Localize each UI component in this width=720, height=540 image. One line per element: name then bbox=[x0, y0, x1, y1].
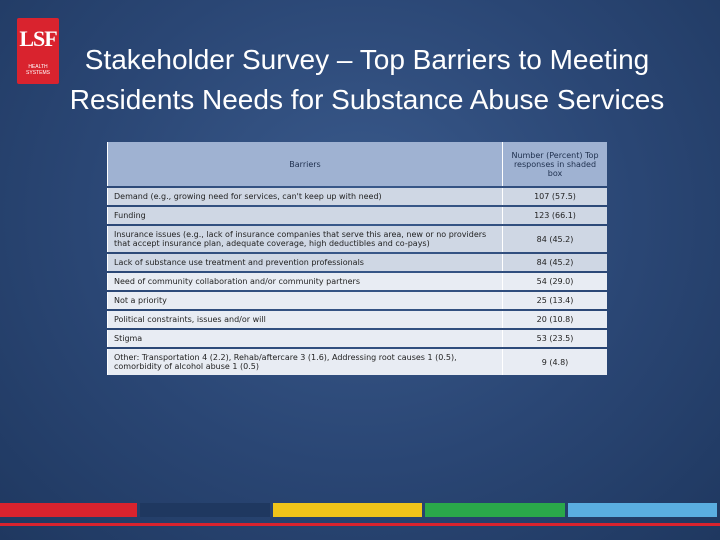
barrier-cell: Not a priority bbox=[107, 292, 502, 309]
value-cell: 84 (45.2) bbox=[502, 254, 607, 271]
value-cell: 53 (23.5) bbox=[502, 330, 607, 347]
value-cell: 54 (29.0) bbox=[502, 273, 607, 290]
slide-title: Stakeholder Survey – Top Barriers to Mee… bbox=[69, 44, 665, 115]
table-row: Political constraints, issues and/or wil… bbox=[107, 311, 607, 328]
footer-color-segment bbox=[140, 503, 270, 517]
barrier-cell: Stigma bbox=[107, 330, 502, 347]
barrier-cell: Insurance issues (e.g., lack of insuranc… bbox=[107, 226, 502, 252]
barriers-table: Barriers Number (Percent) Top responses … bbox=[107, 140, 607, 377]
footer-color-bar bbox=[0, 503, 720, 521]
table-row: Need of community collaboration and/or c… bbox=[107, 273, 607, 290]
table-row: Not a priority 25 (13.4) bbox=[107, 292, 607, 309]
organization-logo: LSF HEALTH SYSTEMS bbox=[17, 18, 59, 84]
table-row: Insurance issues (e.g., lack of insuranc… bbox=[107, 226, 607, 252]
value-cell: 9 (4.8) bbox=[502, 349, 607, 375]
footer-color-segment bbox=[272, 503, 423, 517]
value-cell: 25 (13.4) bbox=[502, 292, 607, 309]
header-barriers: Barriers bbox=[107, 142, 502, 186]
barrier-cell: Other: Transportation 4 (2.2), Rehab/aft… bbox=[107, 349, 502, 375]
value-cell: 107 (57.5) bbox=[502, 188, 607, 205]
footer-color-segment bbox=[425, 503, 565, 517]
table-row: Stigma 53 (23.5) bbox=[107, 330, 607, 347]
barrier-cell: Demand (e.g., growing need for services,… bbox=[107, 188, 502, 205]
header-number-percent: Number (Percent) Top responses in shaded… bbox=[502, 142, 607, 186]
value-cell: 84 (45.2) bbox=[502, 226, 607, 252]
barrier-cell: Funding bbox=[107, 207, 502, 224]
logo-subtext-line1: HEALTH bbox=[28, 64, 48, 70]
value-cell: 20 (10.8) bbox=[502, 311, 607, 328]
barrier-cell: Political constraints, issues and/or wil… bbox=[107, 311, 502, 328]
footer-red-line bbox=[0, 523, 720, 526]
table-header-row: Barriers Number (Percent) Top responses … bbox=[107, 142, 607, 186]
barrier-cell: Need of community collaboration and/or c… bbox=[107, 273, 502, 290]
footer-color-segment bbox=[0, 503, 138, 517]
logo-subtext-line2: SYSTEMS bbox=[26, 70, 50, 76]
table-row: Lack of substance use treatment and prev… bbox=[107, 254, 607, 271]
table-row: Other: Transportation 4 (2.2), Rehab/aft… bbox=[107, 349, 607, 375]
barrier-cell: Lack of substance use treatment and prev… bbox=[107, 254, 502, 271]
logo-mark: LSF bbox=[19, 26, 57, 51]
table-row: Demand (e.g., growing need for services,… bbox=[107, 188, 607, 205]
value-cell: 123 (66.1) bbox=[502, 207, 607, 224]
table-row: Funding 123 (66.1) bbox=[107, 207, 607, 224]
footer-color-segment bbox=[567, 503, 717, 517]
